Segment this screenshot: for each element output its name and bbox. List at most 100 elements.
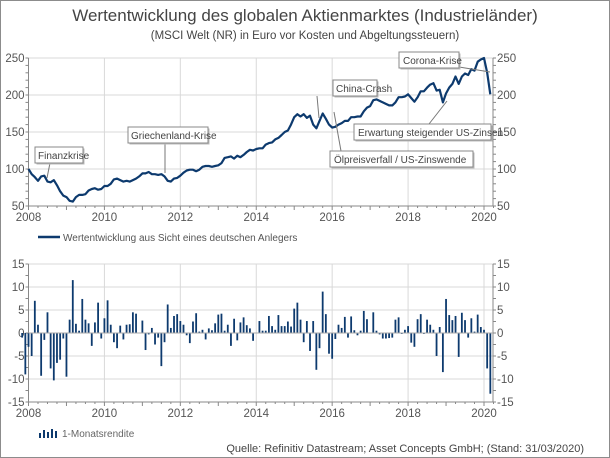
return-bar <box>135 313 137 333</box>
return-bar <box>59 333 62 360</box>
return-bar <box>457 333 460 357</box>
chart-title: Wertentwicklung des globalen Aktienmarkt… <box>72 6 538 25</box>
return-bar <box>217 314 220 333</box>
return-bar <box>220 313 223 333</box>
x-tick-label: 2012 <box>168 212 194 224</box>
y-tick-label-right: -15 <box>497 397 514 409</box>
return-bar <box>372 312 375 333</box>
y-tick-label-right: 15 <box>497 259 510 271</box>
annotation-label: China-Crash <box>336 84 392 95</box>
return-bar <box>119 325 122 333</box>
return-bar <box>277 315 280 333</box>
annotation--lpreisverfall-us-zinswende: Ölpreisverfall / US-Zinswende <box>329 111 475 169</box>
return-bar <box>160 333 163 367</box>
return-bar <box>100 333 103 339</box>
return-bar <box>486 333 489 369</box>
x-tick-label: 2018 <box>395 408 421 420</box>
return-bar <box>476 314 479 333</box>
return-bar <box>27 333 30 347</box>
return-bar <box>84 319 87 333</box>
annotation-leader-line <box>333 111 342 152</box>
return-bar <box>350 316 353 333</box>
return-bar <box>37 324 39 333</box>
annotation-label: Erwartung steigender US-Zinsen <box>358 128 503 139</box>
return-bar <box>97 302 99 333</box>
return-bar <box>334 333 337 339</box>
y-tick-label-right: 200 <box>497 90 516 102</box>
return-bar <box>432 329 435 333</box>
return-bar <box>293 308 296 333</box>
return-bar <box>113 333 115 343</box>
return-bar <box>381 333 384 339</box>
annotation-leader-line <box>428 100 448 125</box>
return-bar <box>56 333 58 363</box>
return-bar <box>122 333 125 340</box>
annotation-box <box>329 150 474 168</box>
return-bar <box>305 321 308 333</box>
bar-legend-swatch-bar <box>43 430 45 438</box>
return-bar <box>353 330 356 333</box>
return-bar <box>198 331 201 333</box>
return-bar <box>268 315 270 333</box>
return-bar <box>274 329 277 333</box>
return-bar <box>331 333 334 359</box>
return-bar <box>78 330 81 333</box>
return-bar <box>230 333 232 346</box>
return-bar <box>460 312 463 333</box>
x-tick-label: 2016 <box>319 212 345 224</box>
y-tick-label-left: 5 <box>18 305 24 317</box>
return-bar <box>407 326 409 333</box>
y-tick-label-right: 250 <box>497 53 516 65</box>
y-tick-label-left: -10 <box>8 374 25 386</box>
return-bar <box>236 333 239 341</box>
x-tick-label: 2014 <box>243 212 269 224</box>
bar-legend-swatch-bar <box>55 431 57 438</box>
return-bar <box>239 322 242 333</box>
return-bar <box>128 324 131 333</box>
annotation-box <box>398 51 460 69</box>
return-bar <box>214 323 217 333</box>
return-bar <box>157 333 160 338</box>
return-bar <box>109 324 112 333</box>
return-bar <box>144 333 147 351</box>
return-bar <box>362 310 365 333</box>
return-bar <box>75 323 77 333</box>
return-bar <box>438 327 441 333</box>
return-bar <box>426 319 428 333</box>
bar-legend-swatch-bar <box>47 432 49 438</box>
return-bar <box>52 333 55 381</box>
return-bar <box>340 327 343 333</box>
return-bar <box>290 326 292 333</box>
return-bar <box>347 333 349 338</box>
return-bar <box>312 321 315 333</box>
x-tick-label: 2020 <box>471 212 497 224</box>
return-bar <box>24 333 27 375</box>
x-tick-label: 2012 <box>168 408 194 420</box>
annotation-box <box>332 79 378 97</box>
x-tick-label: 2010 <box>92 212 118 224</box>
annotation-griechenland-krise: Griechenland-Krise <box>127 126 217 173</box>
return-bar <box>49 333 52 369</box>
return-bar <box>324 314 327 333</box>
bar-legend-swatch <box>39 429 57 438</box>
y-tick-label-right: 5 <box>497 305 503 317</box>
monthly-return-bar-chart: 151510105500-5-5-10-10-15-15200820102012… <box>8 259 514 420</box>
y-tick-label-left: 10 <box>12 282 25 294</box>
return-bar <box>71 280 74 333</box>
return-bar <box>410 333 413 343</box>
return-bar <box>65 333 68 377</box>
annotation-leader-line <box>46 162 51 179</box>
return-bar <box>242 317 245 333</box>
return-bar <box>283 326 286 333</box>
return-bar <box>479 327 482 333</box>
return-bar <box>30 333 33 356</box>
return-bar <box>385 333 387 339</box>
return-bar <box>296 302 299 333</box>
return-bar <box>131 312 134 333</box>
return-bar <box>103 318 106 333</box>
return-bar <box>87 323 90 333</box>
bar-legend-swatch-bar <box>51 429 53 438</box>
return-bar <box>46 312 49 333</box>
bar-legend: 1-Monatsrendite <box>39 429 135 440</box>
